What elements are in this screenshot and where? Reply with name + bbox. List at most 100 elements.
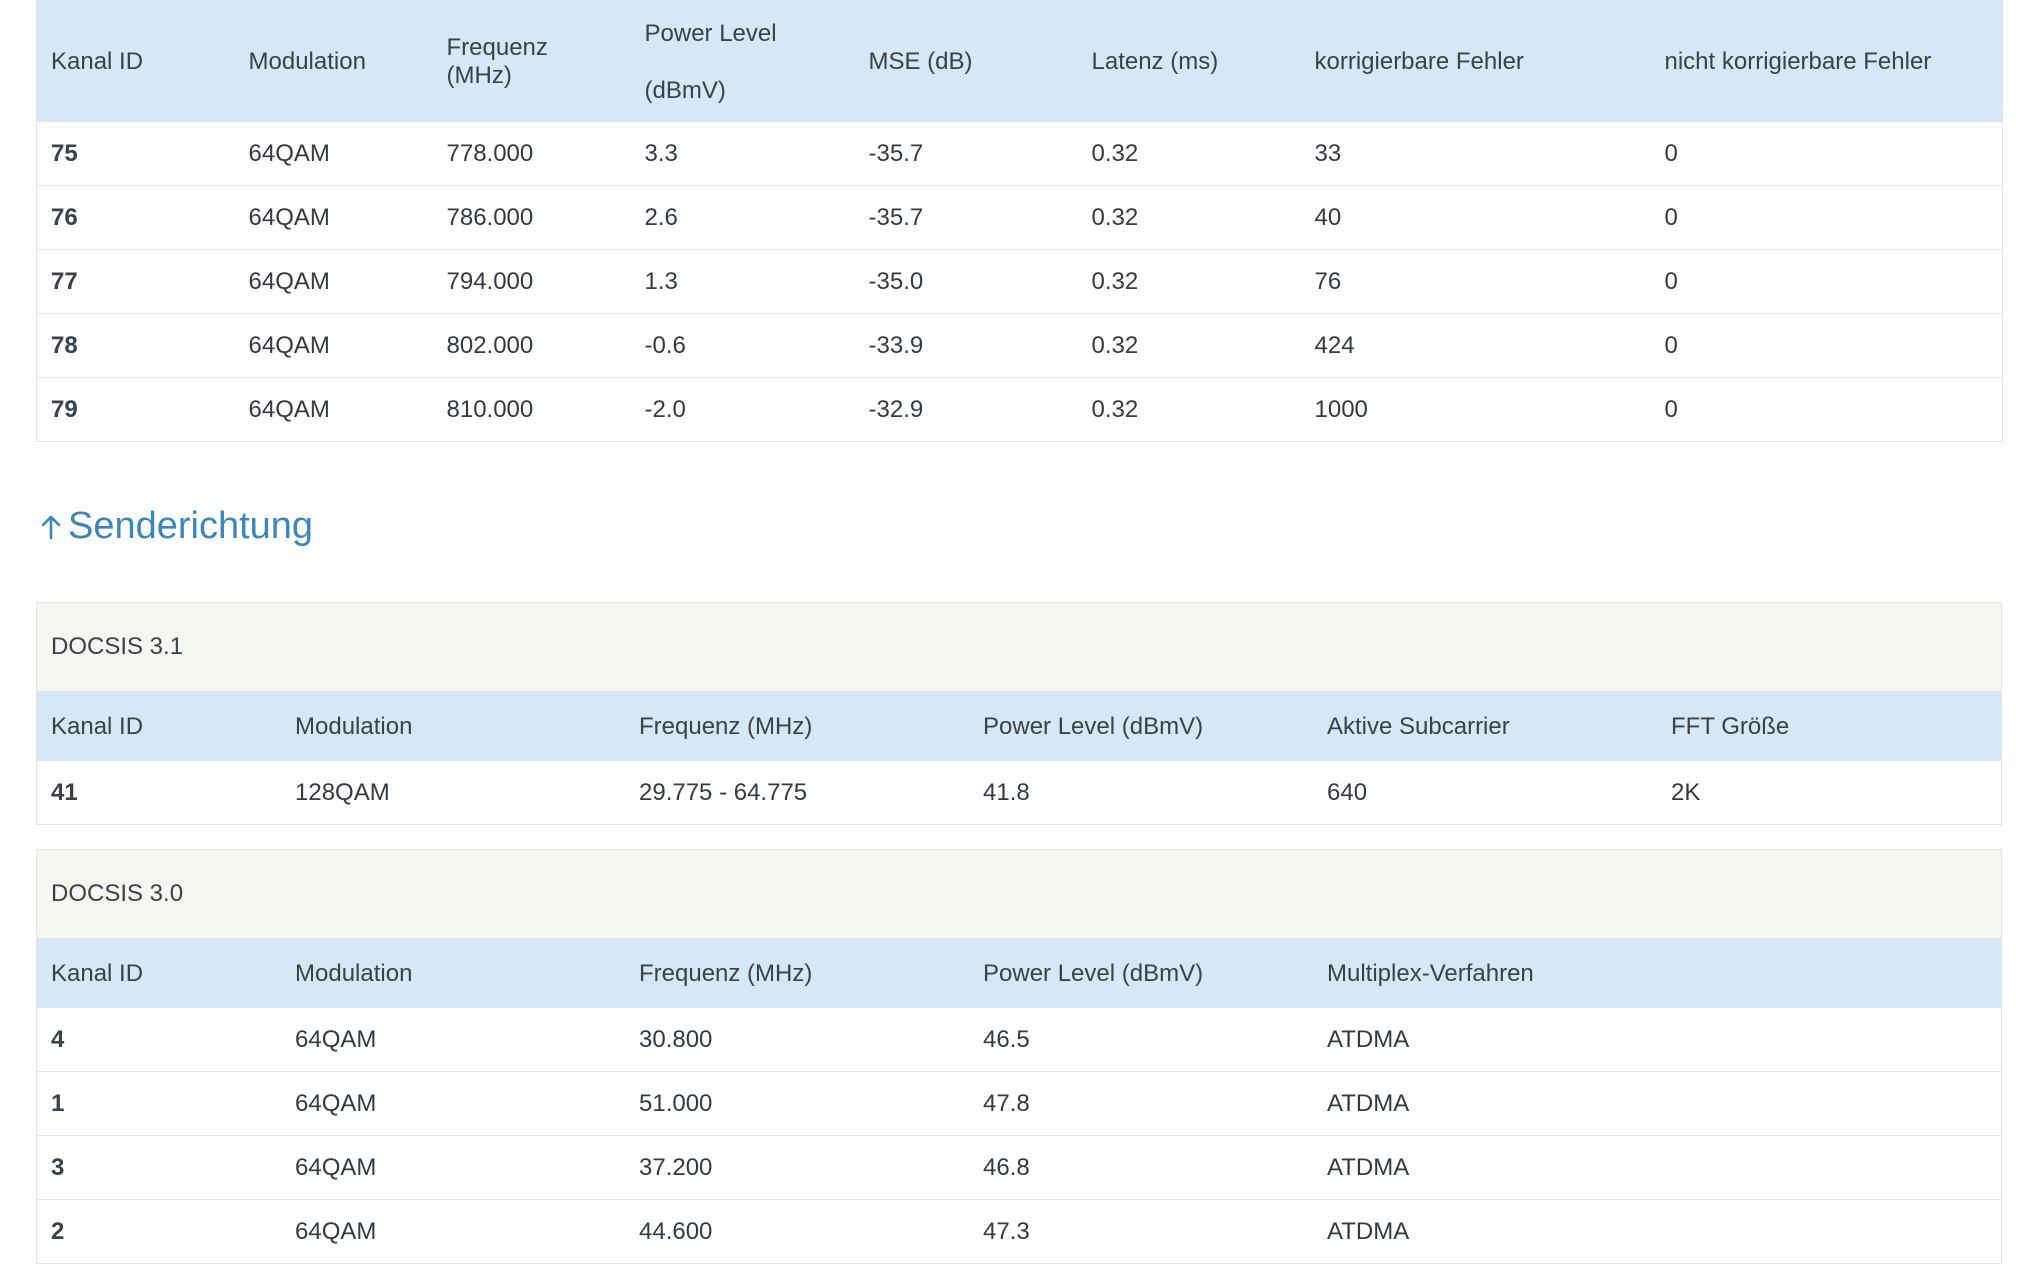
cell-modulation: 128QAM xyxy=(295,778,390,806)
arrow-up-icon xyxy=(41,515,61,540)
cell-nicht-korrigierbare-fehler: 0 xyxy=(1650,249,2003,314)
col-kanal-id: Kanal ID xyxy=(37,939,281,1008)
cell-kanal-id: 75 xyxy=(51,139,78,167)
cell-mse: -35.0 xyxy=(854,249,1078,314)
cell-kanal-id: 41 xyxy=(51,778,78,806)
col-modulation: Modulation xyxy=(281,939,625,1008)
col-frequenz: Frequenz (MHz) xyxy=(432,0,631,122)
cell-power-level: 46.5 xyxy=(983,1025,1030,1053)
cell-modulation: 64QAM xyxy=(248,139,330,167)
cell-frequenz: 802.000 xyxy=(432,313,631,378)
table-row: 1 64QAM 51.000 47.8 ATDMA xyxy=(37,1071,2001,1136)
cell-kanal-id: 78 xyxy=(36,313,235,378)
col-power-level: Power Level (dBmV) xyxy=(630,0,855,122)
cell-modulation: 64QAM xyxy=(281,1199,625,1263)
docsis30-header-row: Kanal ID Modulation Frequenz (MHz) Power… xyxy=(37,939,2001,1008)
cell-power-level: 46.8 xyxy=(969,1135,1313,1200)
cell-kanal-id: 4 xyxy=(51,1025,65,1053)
cell-aktive-subcarrier: 640 xyxy=(1327,778,1368,806)
docsis30-label: DOCSIS 3.0 xyxy=(37,850,2001,939)
cell-modulation: 64QAM xyxy=(234,185,433,250)
cell-multiplex-verfahren: ATDMA xyxy=(1313,1071,2001,1136)
cell-frequenz: 794.000 xyxy=(432,249,631,314)
cell-power-level: 1.3 xyxy=(630,249,855,314)
cell-modulation: 64QAM xyxy=(281,1135,625,1200)
col-latenz: Latenz (ms) xyxy=(1077,0,1301,122)
cell-modulation: 64QAM xyxy=(234,313,433,378)
table-row: 78 64QAM 802.000 -0.6 -33.9 0.32 424 0 xyxy=(36,313,2003,378)
cell-korrigierbare-fehler: 1000 xyxy=(1300,377,1651,442)
cell-nicht-korrigierbare-fehler: 0 xyxy=(1664,139,1678,167)
cell-power-level: 3.3 xyxy=(644,139,678,167)
cell-frequenz: 810.000 xyxy=(432,377,631,442)
cell-mse: -35.7 xyxy=(854,185,1078,250)
docsis30-group: DOCSIS 3.0 Kanal ID Modulation Frequenz … xyxy=(36,849,2002,1264)
col-aktive-subcarrier: Aktive Subcarrier xyxy=(1313,692,1657,761)
table-row: 76 64QAM 786.000 2.6 -35.7 0.32 40 0 xyxy=(36,185,2003,250)
cell-frequenz: 786.000 xyxy=(432,185,631,250)
docsis31-label: DOCSIS 3.1 xyxy=(37,603,2001,692)
cell-modulation: 64QAM xyxy=(295,1025,377,1053)
col-power-level-line2: (dBmV) xyxy=(644,76,726,104)
table-row: 79 64QAM 810.000 -2.0 -32.9 0.32 1000 0 xyxy=(36,377,2003,442)
cell-kanal-id: 79 xyxy=(36,377,235,442)
cell-modulation: 64QAM xyxy=(234,249,433,314)
col-mse: MSE (dB) xyxy=(854,0,1078,122)
cell-korrigierbare-fehler: 76 xyxy=(1300,249,1651,314)
cell-kanal-id: 76 xyxy=(36,185,235,250)
cell-latenz: 0.32 xyxy=(1077,249,1301,314)
cell-power-level: 2.6 xyxy=(630,185,855,250)
cell-fft-groesse: 2K xyxy=(1671,778,1701,806)
cell-nicht-korrigierbare-fehler: 0 xyxy=(1650,377,2003,442)
cell-kanal-id: 2 xyxy=(37,1199,281,1263)
table-row: 75 64QAM 778.000 3.3 -35.7 0.32 33 0 xyxy=(37,122,2003,186)
col-multiplex-verfahren: Multiplex-Verfahren xyxy=(1313,939,2001,1008)
col-power-level: Power Level (dBmV) xyxy=(969,692,1313,761)
cell-mse: -35.7 xyxy=(868,139,924,167)
table-row: 3 64QAM 37.200 46.8 ATDMA xyxy=(37,1135,2001,1200)
cell-frequenz: 44.600 xyxy=(625,1199,969,1263)
cell-modulation: 64QAM xyxy=(281,1071,625,1136)
table-row: 77 64QAM 794.000 1.3 -35.0 0.32 76 0 xyxy=(36,249,2003,314)
cell-frequenz: 29.775 - 64.775 xyxy=(639,778,808,806)
cell-korrigierbare-fehler: 40 xyxy=(1300,185,1651,250)
col-fft-groesse: FFT Größe xyxy=(1657,692,2001,761)
col-nicht-korrigierbare-fehler: nicht korrigierbare Fehler xyxy=(1650,0,2003,122)
table-row: 4 64QAM 30.800 46.5 ATDMA xyxy=(37,1008,2001,1072)
cell-multiplex-verfahren: ATDMA xyxy=(1313,1199,2001,1263)
cell-kanal-id: 3 xyxy=(37,1135,281,1200)
col-kanal-id: Kanal ID xyxy=(36,0,235,122)
cell-modulation: 64QAM xyxy=(234,377,433,442)
page-content: Kanal ID Modulation Frequenz (MHz) Power… xyxy=(36,0,2003,1264)
docsis31-header-row: Kanal ID Modulation Frequenz (MHz) Power… xyxy=(37,692,2001,761)
cell-multiplex-verfahren: ATDMA xyxy=(1313,1135,2001,1200)
docsis30-table: Kanal ID Modulation Frequenz (MHz) Power… xyxy=(37,939,2001,1263)
cell-frequenz: 37.200 xyxy=(625,1135,969,1200)
cell-nicht-korrigierbare-fehler: 0 xyxy=(1650,313,2003,378)
table-row: 41 128QAM 29.775 - 64.775 41.8 640 2K xyxy=(37,761,2001,824)
downstream-header-row: Kanal ID Modulation Frequenz (MHz) Power… xyxy=(36,0,2003,122)
cell-nicht-korrigierbare-fehler: 0 xyxy=(1650,185,2003,250)
col-frequenz: Frequenz (MHz) xyxy=(625,939,969,1008)
cell-frequenz: 51.000 xyxy=(625,1071,969,1136)
section-senderichtung-heading[interactable]: Senderichtung xyxy=(36,498,2002,554)
cell-multiplex-verfahren: ATDMA xyxy=(1327,1025,1410,1053)
cell-power-level: 41.8 xyxy=(983,778,1030,806)
cell-power-level: 47.3 xyxy=(969,1199,1313,1263)
section-title-text: Senderichtung xyxy=(68,504,314,547)
table-row: 2 64QAM 44.600 47.3 ATDMA xyxy=(37,1199,2001,1263)
cell-kanal-id: 77 xyxy=(36,249,235,314)
cell-mse: -33.9 xyxy=(854,313,1078,378)
col-modulation: Modulation xyxy=(281,692,625,761)
cell-power-level: -0.6 xyxy=(630,313,855,378)
cell-korrigierbare-fehler: 33 xyxy=(1314,139,1342,167)
docsis31-group: DOCSIS 3.1 Kanal ID Modulation Frequenz … xyxy=(36,602,2002,825)
cell-frequenz: 778.000 xyxy=(446,139,534,167)
col-kanal-id: Kanal ID xyxy=(37,692,281,761)
cell-kanal-id: 1 xyxy=(37,1071,281,1136)
col-modulation: Modulation xyxy=(234,0,433,122)
cell-frequenz: 30.800 xyxy=(639,1025,713,1053)
cell-power-level: 47.8 xyxy=(969,1071,1313,1136)
downstream-table: Kanal ID Modulation Frequenz (MHz) Power… xyxy=(36,0,2003,442)
cell-latenz: 0.32 xyxy=(1077,313,1301,378)
